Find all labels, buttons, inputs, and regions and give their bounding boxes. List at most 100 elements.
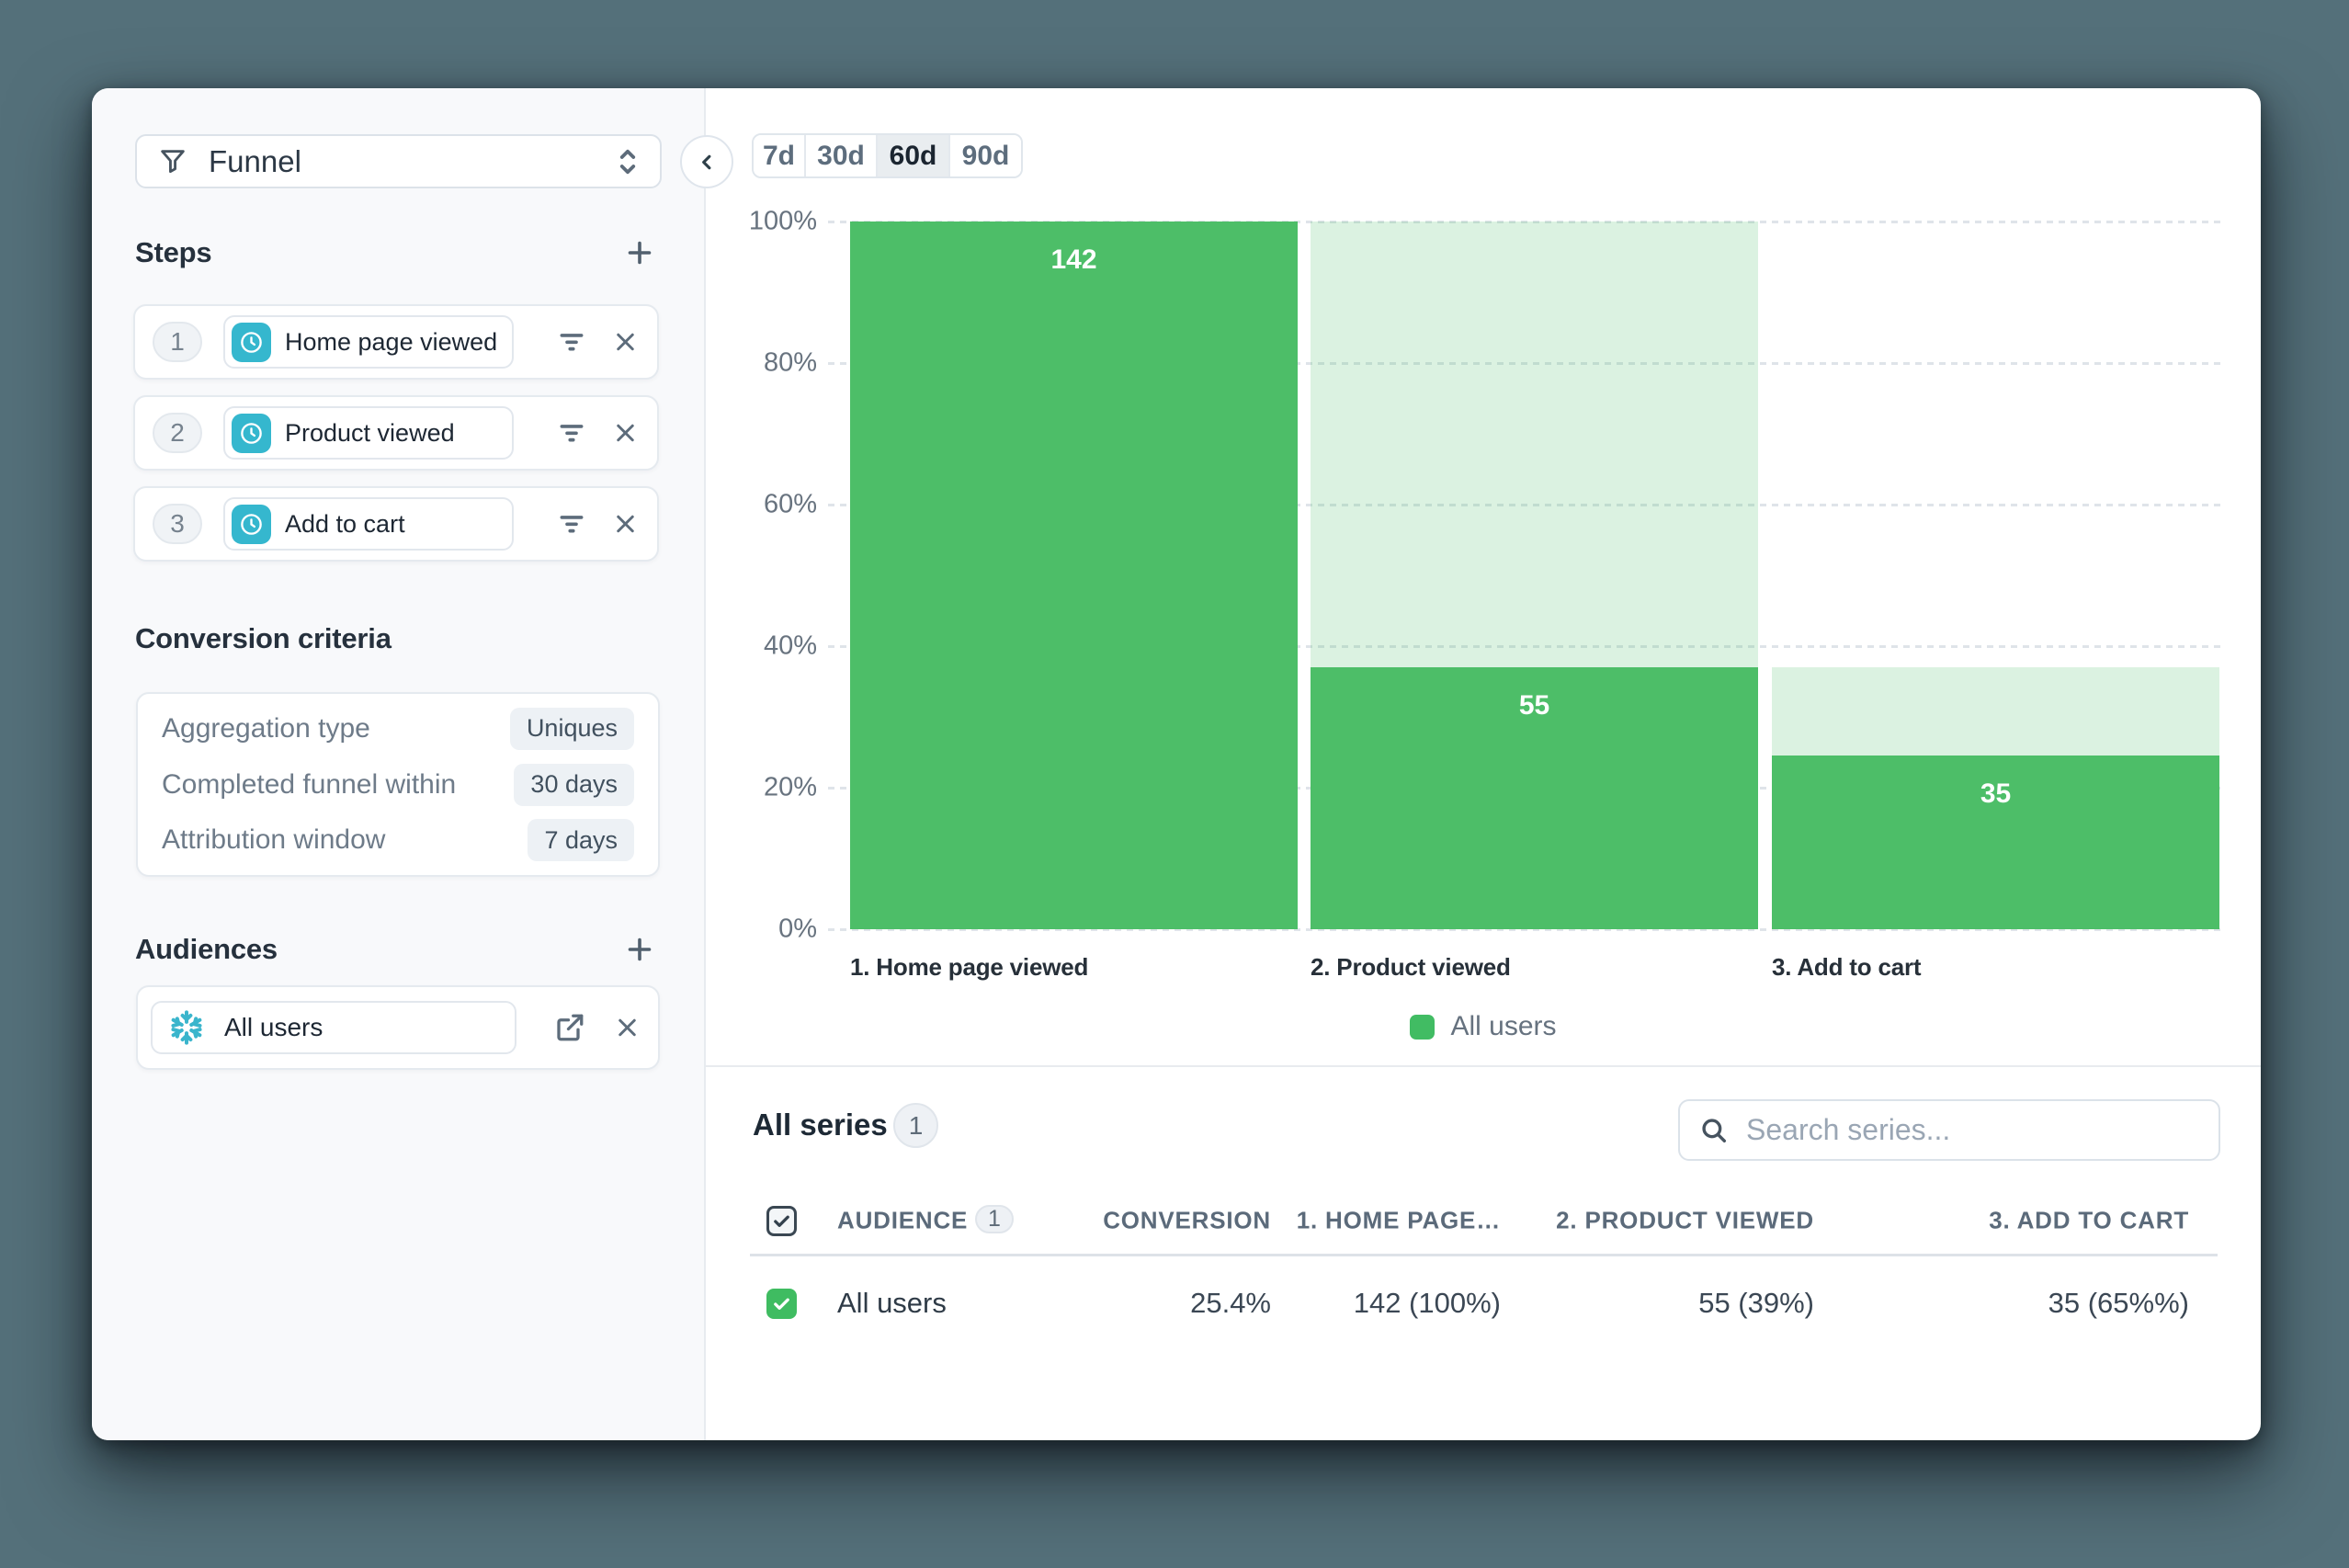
conversion-criteria-box: Aggregation type Uniques Completed funne… bbox=[136, 692, 660, 877]
criteria-row-aggregation: Aggregation type Uniques bbox=[162, 707, 634, 750]
criteria-label: Attribution window bbox=[162, 824, 386, 856]
add-audience-button[interactable] bbox=[618, 927, 662, 971]
gridline bbox=[828, 362, 2223, 365]
close-icon bbox=[611, 419, 640, 448]
step-filter-button[interactable] bbox=[550, 412, 593, 454]
plus-icon bbox=[623, 236, 656, 269]
step-number-badge: 3 bbox=[153, 504, 202, 544]
snowflake-icon bbox=[167, 1008, 206, 1047]
legend-label: All users bbox=[1450, 1011, 1557, 1041]
clock-icon bbox=[232, 504, 271, 544]
check-icon bbox=[771, 1210, 792, 1232]
step-filter-button[interactable] bbox=[550, 503, 593, 545]
gridline bbox=[828, 221, 2223, 223]
x-axis-category-label: 3. Add to cart bbox=[1772, 953, 1922, 981]
remove-step-button[interactable] bbox=[606, 505, 645, 544]
cell-conversion: 25.4% bbox=[1190, 1287, 1271, 1319]
funnel-icon bbox=[157, 146, 188, 177]
close-icon bbox=[611, 328, 640, 357]
add-step-button[interactable] bbox=[618, 231, 662, 275]
select-all-checkbox[interactable] bbox=[766, 1206, 797, 1236]
range-30d-button[interactable]: 30d bbox=[806, 135, 878, 176]
x-axis-category-label: 2. Product viewed bbox=[1311, 953, 1511, 981]
remove-step-button[interactable] bbox=[606, 414, 645, 453]
open-audience-button[interactable] bbox=[548, 1006, 592, 1050]
plus-icon bbox=[623, 933, 656, 966]
cell-step3: 35 (65%%) bbox=[2048, 1287, 2189, 1319]
y-axis-tick-label: 0% bbox=[778, 914, 817, 944]
step-event-chip[interactable]: Home page viewed bbox=[223, 315, 514, 369]
remove-step-button[interactable] bbox=[606, 323, 645, 362]
step-event-label: Home page viewed bbox=[285, 327, 498, 356]
audience-label: All users bbox=[224, 1013, 323, 1041]
main-panel: 7d 30d 60d 90d 100% 80% 60% 40% 20% 0% 142 1. H… bbox=[706, 88, 2261, 1440]
funnel-bar[interactable] bbox=[1311, 667, 1758, 929]
funnel-bar[interactable] bbox=[1772, 756, 2219, 929]
audiences-title: Audiences bbox=[135, 933, 278, 965]
chart-legend: All users bbox=[706, 1005, 2261, 1049]
chevron-left-icon bbox=[697, 152, 718, 173]
audience-count-badge: 1 bbox=[975, 1205, 1014, 1233]
criteria-value-pill[interactable]: 30 days bbox=[514, 763, 634, 806]
steps-section-header: Steps bbox=[135, 231, 662, 275]
bar-value-label: 55 bbox=[1518, 690, 1550, 722]
row-checkbox[interactable] bbox=[766, 1289, 797, 1319]
remove-audience-button[interactable] bbox=[607, 1008, 647, 1048]
divider bbox=[706, 1065, 2261, 1067]
gridline bbox=[828, 645, 2223, 648]
table-header-rule bbox=[750, 1254, 2218, 1256]
criteria-value-pill[interactable]: Uniques bbox=[509, 707, 634, 750]
range-60d-button[interactable]: 60d bbox=[878, 135, 950, 176]
report-type-label: Funnel bbox=[209, 143, 301, 178]
step-event-chip[interactable]: Product viewed bbox=[223, 406, 514, 460]
step-event-label: Add to cart bbox=[285, 509, 405, 538]
column-header-step1[interactable]: 1. HOME PAGE… bbox=[1296, 1206, 1501, 1234]
step-number-badge: 1 bbox=[153, 322, 202, 362]
close-icon bbox=[611, 510, 640, 539]
audiences-section-header: Audiences bbox=[135, 927, 662, 971]
funnel-step-row-3: 3 Add to cart bbox=[133, 486, 659, 562]
criteria-value-pill[interactable]: 7 days bbox=[528, 819, 634, 862]
filter-lines-icon bbox=[556, 508, 587, 540]
funnel-bar-dropoff bbox=[1311, 222, 1758, 668]
series-panel-title: All series bbox=[753, 1108, 888, 1142]
app-window: Funnel Steps 1 bbox=[92, 88, 2261, 1440]
clock-icon bbox=[232, 322, 271, 362]
gridline bbox=[828, 787, 2223, 790]
audience-chip[interactable]: All users bbox=[151, 1001, 516, 1054]
y-axis-tick-label: 100% bbox=[748, 206, 817, 236]
check-icon bbox=[771, 1293, 792, 1314]
column-header-step3[interactable]: 3. ADD TO CART bbox=[1989, 1206, 2189, 1234]
criteria-row-attribution-window: Attribution window 7 days bbox=[162, 819, 634, 862]
funnel-step-row-1: 1 Home page viewed bbox=[133, 304, 659, 380]
search-series-input[interactable] bbox=[1746, 1113, 2200, 1147]
filter-lines-icon bbox=[556, 417, 587, 449]
funnel-bar-dropoff bbox=[1772, 667, 2219, 756]
legend-swatch bbox=[1410, 1014, 1436, 1040]
range-7d-button[interactable]: 7d bbox=[754, 135, 806, 176]
criteria-row-completed-within: Completed funnel within 30 days bbox=[162, 763, 634, 806]
funnel-chart: 100% 80% 60% 40% 20% 0% 142 1. Home page viewed… bbox=[706, 88, 2261, 1440]
report-type-select[interactable]: Funnel bbox=[135, 134, 662, 188]
date-range-control: 7d 30d 60d 90d bbox=[752, 133, 1023, 178]
y-axis-tick-label: 80% bbox=[763, 347, 817, 378]
search-icon bbox=[1698, 1115, 1730, 1146]
column-header-step2[interactable]: 2. PRODUCT VIEWED bbox=[1556, 1206, 1814, 1234]
funnel-bar[interactable] bbox=[850, 222, 1298, 929]
conversion-criteria-header: Conversion criteria bbox=[135, 617, 662, 661]
column-header-audience[interactable]: AUDIENCE bbox=[837, 1206, 969, 1234]
step-event-chip[interactable]: Add to cart bbox=[223, 497, 514, 551]
steps-title: Steps bbox=[135, 236, 212, 268]
step-number-badge: 2 bbox=[153, 413, 202, 453]
gridline bbox=[828, 504, 2223, 506]
filter-lines-icon bbox=[556, 326, 587, 358]
external-link-icon bbox=[553, 1011, 586, 1044]
step-filter-button[interactable] bbox=[550, 321, 593, 363]
column-header-conversion[interactable]: CONVERSION bbox=[1103, 1206, 1271, 1234]
collapse-sidebar-button[interactable] bbox=[680, 135, 733, 188]
step-event-label: Product viewed bbox=[285, 418, 455, 447]
clock-icon bbox=[232, 413, 271, 453]
gridline bbox=[828, 928, 2223, 931]
range-90d-button[interactable]: 90d bbox=[950, 135, 1021, 176]
